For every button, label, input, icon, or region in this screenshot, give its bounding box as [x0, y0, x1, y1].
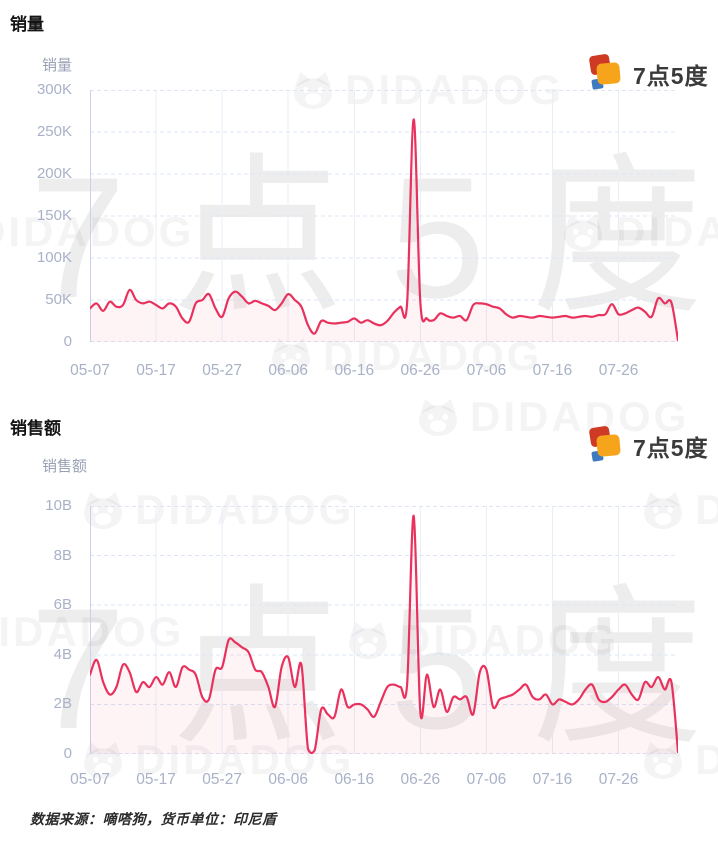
- x-axis-tick-label: 07-16: [532, 771, 573, 788]
- x-axis-tick-label: 05-17: [136, 362, 176, 379]
- brand-logo-icon: [588, 425, 628, 465]
- brand-logo-icon: [588, 53, 628, 93]
- x-axis-tick-label: 06-06: [268, 771, 309, 788]
- x-axis-tick-label: 05-07: [70, 771, 110, 788]
- y-axis-tick-label: 10B: [45, 497, 72, 514]
- brand-logo-text: 7点5度: [633, 435, 709, 461]
- x-axis-tick-label: 06-16: [334, 362, 375, 379]
- x-axis-tick-label: 06-26: [400, 362, 441, 379]
- data-source-note: 数据来源：嘀嗒狗，货币单位：印尼盾: [30, 811, 277, 827]
- x-axis-tick-label: 05-07: [70, 362, 110, 379]
- y-axis-tick-label: 0: [63, 745, 72, 762]
- x-axis-tick-label: 07-26: [598, 362, 639, 379]
- y-axis-tick-label: 300K: [36, 81, 72, 98]
- section-title-sales-revenue: 销售额: [10, 419, 61, 438]
- series-label: 销售额: [42, 458, 88, 475]
- y-axis-tick-label: 250K: [36, 123, 72, 140]
- x-axis-tick-label: 05-27: [202, 771, 242, 788]
- sales-revenue-section: 销售额 7点5度 销售额 10B 8B 6B 4B 2B 0 05-07 05-17 05-2…: [0, 405, 718, 805]
- y-axis-tick-label: 2B: [53, 695, 72, 713]
- x-axis-tick-label: 07-26: [598, 771, 639, 788]
- y-axis-tick-label: 8B: [53, 546, 72, 564]
- x-axis-tick-label: 05-27: [202, 362, 242, 379]
- series-label: 销量: [42, 57, 73, 74]
- line-chart-plot[interactable]: [90, 90, 678, 342]
- brand-logo-text: 7点5度: [633, 63, 709, 89]
- line-chart-plot[interactable]: [90, 506, 678, 754]
- x-axis-tick-label: 07-16: [532, 362, 573, 379]
- y-axis-tick-label: 100K: [36, 249, 72, 266]
- x-axis-tick-label: 06-26: [400, 771, 441, 788]
- x-axis-tick-label: 06-16: [334, 771, 375, 788]
- x-axis-tick-label: 07-06: [466, 362, 507, 379]
- section-title-sales-volume: 销量: [10, 15, 44, 34]
- y-axis-tick-label: 50K: [45, 291, 72, 308]
- y-axis-tick-label: 150K: [36, 207, 72, 224]
- y-axis-tick-label: 6B: [53, 596, 72, 614]
- brand-logo: 7点5度: [588, 425, 709, 465]
- x-axis-tick-label: 05-17: [136, 771, 176, 788]
- x-axis-tick-label: 07-06: [466, 771, 507, 788]
- brand-logo: 7点5度: [588, 53, 709, 93]
- x-axis-tick-label: 06-06: [268, 362, 309, 379]
- y-axis-tick-label: 200K: [36, 165, 72, 182]
- y-axis-tick-label: 0: [63, 333, 72, 350]
- y-axis-tick-label: 4B: [53, 645, 72, 663]
- sales-volume-section: 销量 7点5度 销量 300K 250K 200K 150K 100K 50K 0 05-0…: [0, 0, 718, 405]
